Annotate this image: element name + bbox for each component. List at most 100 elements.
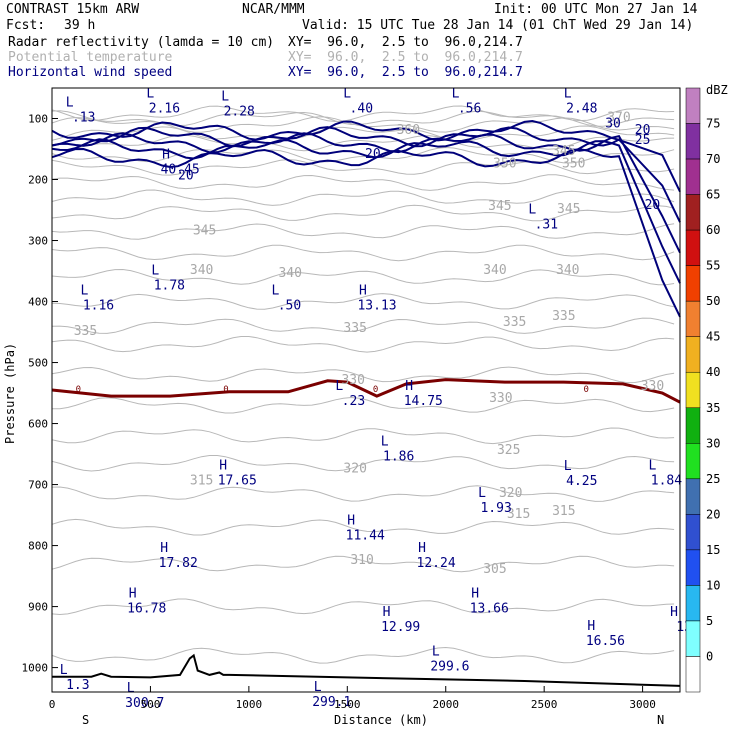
extremum-value: .13 [72, 111, 95, 126]
theta-isentrope [51, 125, 675, 142]
extremum-type: H [347, 513, 355, 528]
theta-isentrope [51, 244, 675, 262]
theta-isentrope [51, 223, 675, 240]
end-label-right: N [657, 713, 664, 727]
extremum-value: 13.66 [470, 602, 509, 617]
colorbar-swatch [685, 265, 701, 302]
theta-isentrope [51, 268, 675, 286]
extremum-type: H [383, 605, 391, 620]
theta-isentrope [51, 189, 675, 206]
extremum-value: 1.3 [66, 678, 89, 693]
x-tick-label: 3000 [629, 698, 656, 711]
y-tick-label: 700 [28, 479, 48, 492]
colorbar-tick-label: 10 [706, 578, 720, 592]
theta-isentrope [51, 293, 675, 310]
theta-label: 345 [552, 144, 575, 159]
y-tick-label: 1000 [22, 662, 49, 675]
wind-contour [51, 126, 681, 223]
theta-isentrope [51, 204, 675, 222]
wind-label: 20 [178, 169, 194, 184]
extremum-type: L [452, 86, 460, 101]
colorbar-swatch [685, 194, 701, 231]
extremum-type: L [127, 681, 135, 696]
colorbar-swatch [685, 407, 701, 444]
theta-isentrope [51, 366, 675, 384]
theta-isentrope [51, 427, 675, 445]
header-init: Init: 00 UTC Mon 27 Jan 14 [494, 2, 698, 17]
extremum-value: 14.75 [404, 394, 443, 409]
extremum-type: L [564, 86, 572, 101]
field-xy-reflectivity: XY= 96.0, 2.5 to 96.0,214.7 [288, 35, 523, 50]
colorbar-tick-label: 45 [706, 330, 720, 344]
colorbar-swatch [685, 620, 701, 657]
extremum-type: H [359, 283, 367, 298]
colorbar-swatch [685, 371, 701, 409]
colorbar-swatch [685, 549, 701, 586]
extremum-type: L [564, 459, 572, 474]
freezing-level-line [51, 378, 681, 404]
extremum-value: 299.6 [430, 660, 469, 675]
colorbar-tick-label: 30 [706, 436, 720, 450]
extremum-type: L [146, 86, 154, 101]
colorbar-tick-label: 60 [706, 223, 720, 237]
extremum-value: 12.99 [381, 620, 420, 635]
wind-contour [51, 119, 681, 193]
theta-label: 315 [552, 504, 575, 519]
extremum-type: L [528, 202, 536, 217]
theta-isentrope [51, 598, 675, 616]
extremum-value: 1.93 [480, 501, 511, 516]
theta-label: 335 [503, 315, 526, 330]
colorbar-swatch [685, 478, 701, 515]
extremum-value: 17.82 [159, 556, 198, 571]
wind-contour [51, 132, 681, 254]
theta-label: 330 [489, 391, 512, 406]
header-fcst-label: Fcst: [6, 18, 46, 33]
extremum-value: 1.16 [83, 298, 114, 313]
extremum-type: H [162, 147, 170, 162]
plot-frame [51, 87, 681, 693]
freezing-level-label: 0 [373, 385, 378, 395]
header-model: CONTRAST 15km ARW [6, 2, 140, 17]
extremum-value: .40 [350, 101, 373, 116]
extremum-value: 1.84 [651, 474, 682, 489]
colorbar-swatch [685, 158, 701, 195]
theta-label: 340 [556, 263, 579, 278]
wind-contour [51, 147, 681, 318]
theta-isentrope [51, 455, 675, 472]
colorbar-unit: dBZ [706, 83, 728, 97]
theta-label: 330 [341, 373, 364, 388]
x-tick-label: 1500 [334, 698, 361, 711]
theta-label: 325 [497, 443, 520, 458]
colorbar-swatch [685, 443, 701, 480]
terrain-line [52, 653, 681, 687]
field-name-theta: Potential temperature [8, 50, 173, 65]
y-tick-label: 100 [28, 113, 48, 126]
extremum-type: H [160, 541, 168, 556]
extremum-value: 2.28 [224, 104, 255, 119]
theta-isentrope [51, 518, 675, 536]
theta-label: 350 [562, 156, 585, 171]
extremum-value: 13.13 [357, 298, 396, 313]
colorbar: 0 5 10 15 20 25 30 35 40 45 50 55 60 65 70 75 [685, 87, 720, 693]
extremum-value: .23 [342, 394, 365, 409]
x-tick-label: 1000 [236, 698, 263, 711]
theta-label: 345 [488, 199, 511, 214]
theta-label: 310 [350, 553, 373, 568]
extremum-value: 11.44 [346, 528, 385, 543]
freezing-level-label: 0 [76, 385, 81, 395]
extremum-type: H [471, 587, 479, 602]
extremum-type: L [221, 89, 229, 104]
x-axis-label: Distance (km) [334, 713, 428, 727]
wind-label: 20 [365, 147, 381, 162]
header-org: NCAR/MMM [242, 2, 305, 17]
colorbar-swatch [685, 585, 701, 622]
extremum-type: L [80, 283, 88, 298]
y-tick-label: 600 [28, 418, 48, 431]
theta-label: 350 [493, 156, 516, 171]
extremum-value: .50 [278, 298, 301, 313]
extremum-value: .56 [458, 101, 481, 116]
extremum-type: H [670, 605, 678, 620]
colorbar-tick-label: 40 [706, 365, 720, 379]
extremum-type: L [314, 680, 322, 695]
y-tick-label: 300 [28, 235, 48, 248]
